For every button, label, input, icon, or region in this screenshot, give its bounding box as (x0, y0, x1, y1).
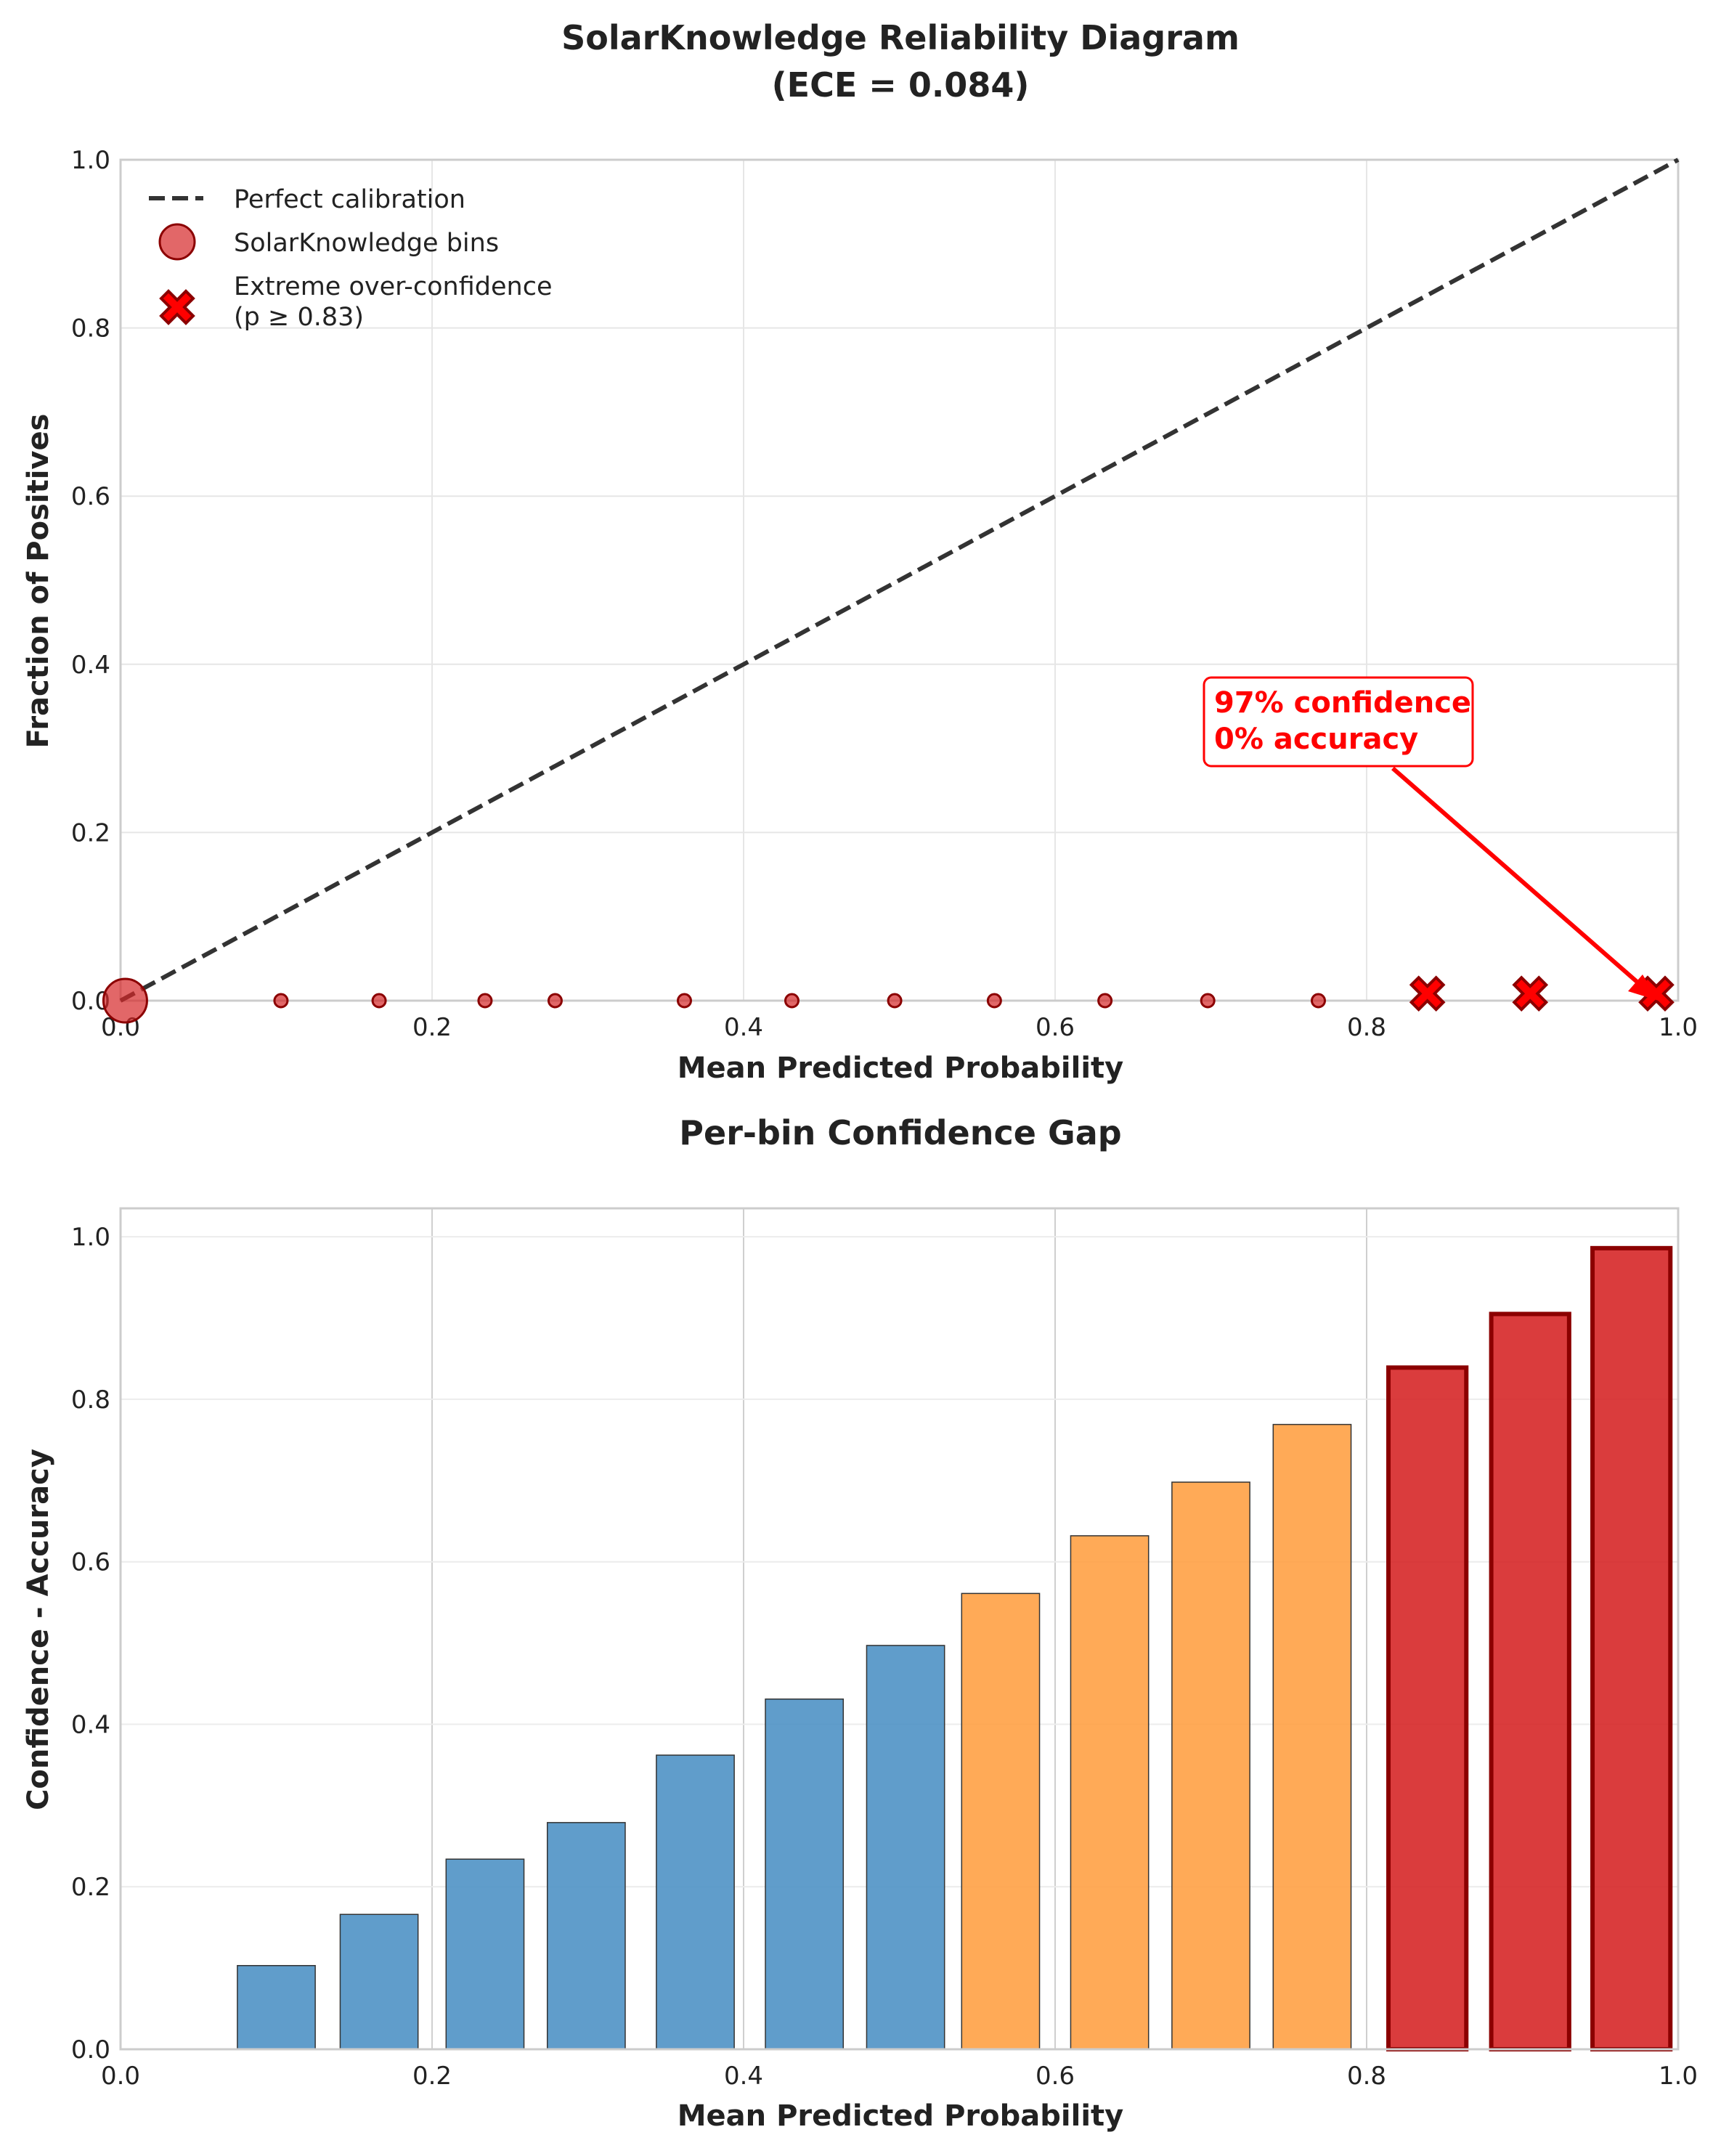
bin-point (371, 993, 387, 1009)
x-tick-label: 0.2 (412, 2062, 452, 2091)
bin-point (547, 993, 563, 1009)
gap-bar (546, 1822, 626, 2050)
chart1-title: SolarKnowledge Reliability Diagram (561, 18, 1240, 57)
gap-bar (1590, 1245, 1673, 2051)
bin-point (1200, 993, 1216, 1009)
bin-point (477, 993, 493, 1009)
annotation-arrowhead (1628, 975, 1659, 1001)
gap-bar (1171, 1481, 1250, 2050)
perfect-calibration-line (119, 158, 1680, 1003)
legend-label-extreme: Extreme over-confidence (234, 272, 553, 301)
chart1-subtitle: (ECE = 0.084) (772, 65, 1030, 105)
gap-bar (1272, 1423, 1352, 2050)
bin-point (273, 993, 289, 1009)
y-tick-label: 0.0 (71, 2035, 110, 2065)
annotation-line-2: 0% accuracy (1214, 723, 1418, 756)
y-tick-label: 0.4 (71, 651, 110, 680)
gap-bar (339, 1913, 419, 2050)
x-tick-label: 0.2 (412, 1013, 452, 1042)
x-tick-label: 1.0 (1659, 1013, 1698, 1042)
x-tick-label: 0.6 (1036, 2062, 1075, 2091)
bin-point (1311, 993, 1327, 1009)
x-tick-label: 0.0 (101, 2062, 140, 2091)
legend: Perfect calibration SolarKnowledge bins … (149, 185, 553, 332)
chart2-title: Per-bin Confidence Gap (679, 1113, 1121, 1152)
gap-bar (237, 1965, 316, 2050)
x-tick-label: 0.8 (1347, 1013, 1386, 1042)
y-tick-label: 0.6 (71, 482, 110, 511)
y-tick-label: 1.0 (71, 1223, 110, 1252)
legend-swatch-extreme (159, 289, 195, 325)
chart1-ylabel: Fraction of Positives (22, 414, 55, 749)
reliability-plot: 0.0 0.2 0.4 0.6 0.8 1.00.00.20.40.60.81.0 (71, 146, 1698, 1042)
annotation: 97% confidence 0% accuracy (1203, 676, 1659, 1001)
gap-bar (1070, 1535, 1150, 2050)
y-tick-label: 0.8 (71, 314, 110, 343)
annotation-arrow (1391, 766, 1643, 988)
x-tick-label: 1.0 (1659, 2062, 1698, 2091)
y-tick-label: 0.2 (71, 818, 110, 847)
extreme-marker (1512, 975, 1549, 1012)
gap-bar (656, 1754, 735, 2050)
gap-bar (1489, 1311, 1571, 2051)
y-tick-label: 1.0 (71, 146, 110, 175)
bin-point (676, 993, 692, 1009)
plot-frame (119, 1207, 1680, 2051)
legend-label-bins: SolarKnowledge bins (234, 229, 499, 258)
chart2-ylabel: Confidence - Accuracy (22, 1449, 55, 1810)
y-tick-label: 0.6 (71, 1548, 110, 1577)
bin-point (784, 993, 800, 1009)
annotation-line-1: 97% confidence (1214, 686, 1471, 720)
chart1-xlabel: Mean Predicted Probability (678, 1051, 1123, 1085)
gap-bar (1386, 1365, 1469, 2051)
x-tick-label: 0.4 (724, 2062, 763, 2091)
gap-bar (866, 1645, 945, 2050)
legend-label-perfect: Perfect calibration (234, 185, 465, 214)
y-tick-label: 0.4 (71, 1710, 110, 1739)
x-tick-label: 0.6 (1036, 1013, 1075, 1042)
extreme-marker (1409, 975, 1446, 1012)
legend-swatch-bins (158, 223, 196, 261)
y-tick-label: 0.8 (71, 1386, 110, 1415)
bin-point (887, 993, 903, 1009)
bin-point (102, 977, 148, 1024)
bin-point (986, 993, 1002, 1009)
chart2-xlabel: Mean Predicted Probability (678, 2099, 1123, 2133)
x-tick-label: 0.8 (1347, 2062, 1386, 2091)
gap-bar (765, 1699, 845, 2050)
x-tick-label: 0.4 (724, 1013, 763, 1042)
confidence-gap-plot: 0.0 0.2 0.4 0.6 0.8 1.0 0.0 0.2 0.4 0.6 0.8 1.0 (71, 1207, 1698, 2091)
annotation-box (1203, 676, 1474, 768)
gap-bar (961, 1592, 1041, 2050)
bin-point (1097, 993, 1113, 1009)
legend-label-extreme-threshold: (p ≥ 0.83) (234, 303, 364, 332)
gap-bar (445, 1858, 525, 2050)
y-tick-label: 0.2 (71, 1873, 110, 1902)
